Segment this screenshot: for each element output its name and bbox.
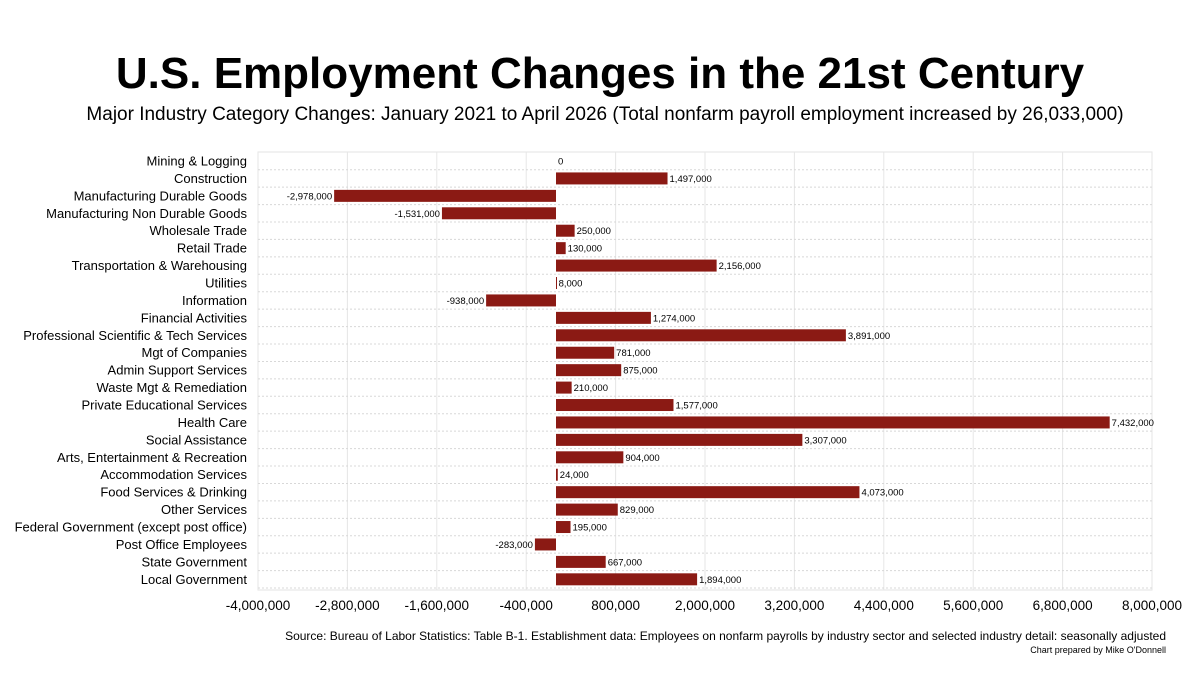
bar [556, 416, 1110, 429]
value-label: -283,000 [495, 540, 533, 551]
bar [556, 364, 622, 377]
value-label: 210,000 [574, 383, 608, 394]
value-label: 3,307,000 [804, 435, 846, 446]
category-label: Arts, Entertainment & Recreation [57, 450, 247, 465]
category-label: State Government [142, 554, 248, 569]
category-label: Accommodation Services [100, 467, 247, 482]
category-label: Manufacturing Non Durable Goods [46, 206, 247, 221]
value-label: -938,000 [447, 296, 485, 307]
value-label: 4,073,000 [861, 488, 903, 499]
value-label: 24,000 [560, 470, 589, 481]
value-label: 7,432,000 [1112, 418, 1154, 429]
category-label: Food Services & Drinking [100, 485, 247, 500]
bar [556, 451, 624, 464]
bar [486, 294, 556, 307]
x-tick-label: 8,000,000 [1122, 598, 1182, 613]
bar [556, 468, 558, 481]
category-label: Transportation & Warehousing [72, 258, 247, 273]
category-label: Retail Trade [177, 241, 247, 256]
chart-credit: Chart prepared by Mike O'Donnell [1030, 645, 1166, 655]
value-label: 130,000 [568, 244, 602, 255]
category-label: Post Office Employees [116, 537, 248, 552]
value-label: -1,531,000 [395, 209, 440, 220]
x-tick-label: 6,800,000 [1033, 598, 1093, 613]
value-label: 1,894,000 [699, 575, 741, 586]
value-label: 667,000 [608, 557, 642, 568]
category-label: Utilities [205, 276, 247, 291]
value-label: 2,156,000 [719, 261, 761, 272]
category-label: Admin Support Services [108, 363, 248, 378]
value-label: 1,577,000 [675, 401, 717, 412]
category-label: Manufacturing Durable Goods [74, 188, 248, 203]
bar [556, 259, 717, 272]
bar [556, 172, 668, 185]
bar [534, 538, 556, 551]
category-label: Professional Scientific & Tech Services [23, 328, 247, 343]
category-label: Financial Activities [141, 310, 248, 325]
bar [556, 486, 860, 499]
category-label: Construction [174, 171, 247, 186]
value-label: 781,000 [616, 348, 650, 359]
category-label: Local Government [141, 572, 248, 587]
value-label: 3,891,000 [848, 331, 890, 342]
category-label: Social Assistance [146, 432, 247, 447]
bar [556, 346, 615, 359]
x-tick-label: 800,000 [591, 598, 640, 613]
x-tick-label: -400,000 [500, 598, 553, 613]
bar [556, 224, 575, 237]
value-label: 1,274,000 [653, 313, 695, 324]
value-label: 904,000 [625, 453, 659, 464]
category-label: Wholesale Trade [149, 223, 247, 238]
bar [556, 503, 618, 516]
value-label: -2,978,000 [287, 191, 332, 202]
category-label: Other Services [161, 502, 247, 517]
chart-title: U.S. Employment Changes in the 21st Cent… [115, 49, 1085, 98]
bar [556, 381, 572, 394]
category-label: Information [182, 293, 247, 308]
bar [556, 399, 674, 412]
bar [556, 329, 846, 342]
x-tick-label: 5,600,000 [943, 598, 1003, 613]
value-label: 195,000 [573, 523, 607, 534]
category-label: Waste Mgt & Remediation [96, 380, 247, 395]
category-label: Private Educational Services [82, 398, 248, 413]
bar [556, 573, 698, 586]
value-label: 875,000 [623, 366, 657, 377]
source-note: Source: Bureau of Labor Statistics: Tabl… [285, 629, 1166, 643]
bar [556, 242, 566, 255]
x-tick-label: -4,000,000 [226, 598, 291, 613]
x-tick-label: 2,000,000 [675, 598, 735, 613]
category-label: Health Care [178, 415, 247, 430]
value-label: 250,000 [577, 226, 611, 237]
chart-subtitle: Major Industry Category Changes: January… [86, 104, 1124, 125]
category-label: Mining & Logging [147, 154, 247, 169]
value-label: 0 [558, 157, 563, 168]
x-tick-label: -1,600,000 [405, 598, 470, 613]
bar [556, 311, 651, 324]
value-label: 8,000 [559, 279, 583, 290]
x-tick-label: 3,200,000 [764, 598, 824, 613]
category-label: Federal Government (except post office) [15, 520, 247, 535]
bar [556, 555, 606, 568]
x-tick-label: 4,400,000 [854, 598, 914, 613]
bar [441, 207, 556, 220]
category-label: Mgt of Companies [142, 345, 248, 360]
x-tick-label: -2,800,000 [315, 598, 380, 613]
bar [334, 189, 556, 202]
bar [556, 277, 557, 290]
bar [556, 433, 803, 446]
bar [556, 521, 571, 534]
value-label: 829,000 [620, 505, 654, 516]
value-label: 1,497,000 [670, 174, 712, 185]
